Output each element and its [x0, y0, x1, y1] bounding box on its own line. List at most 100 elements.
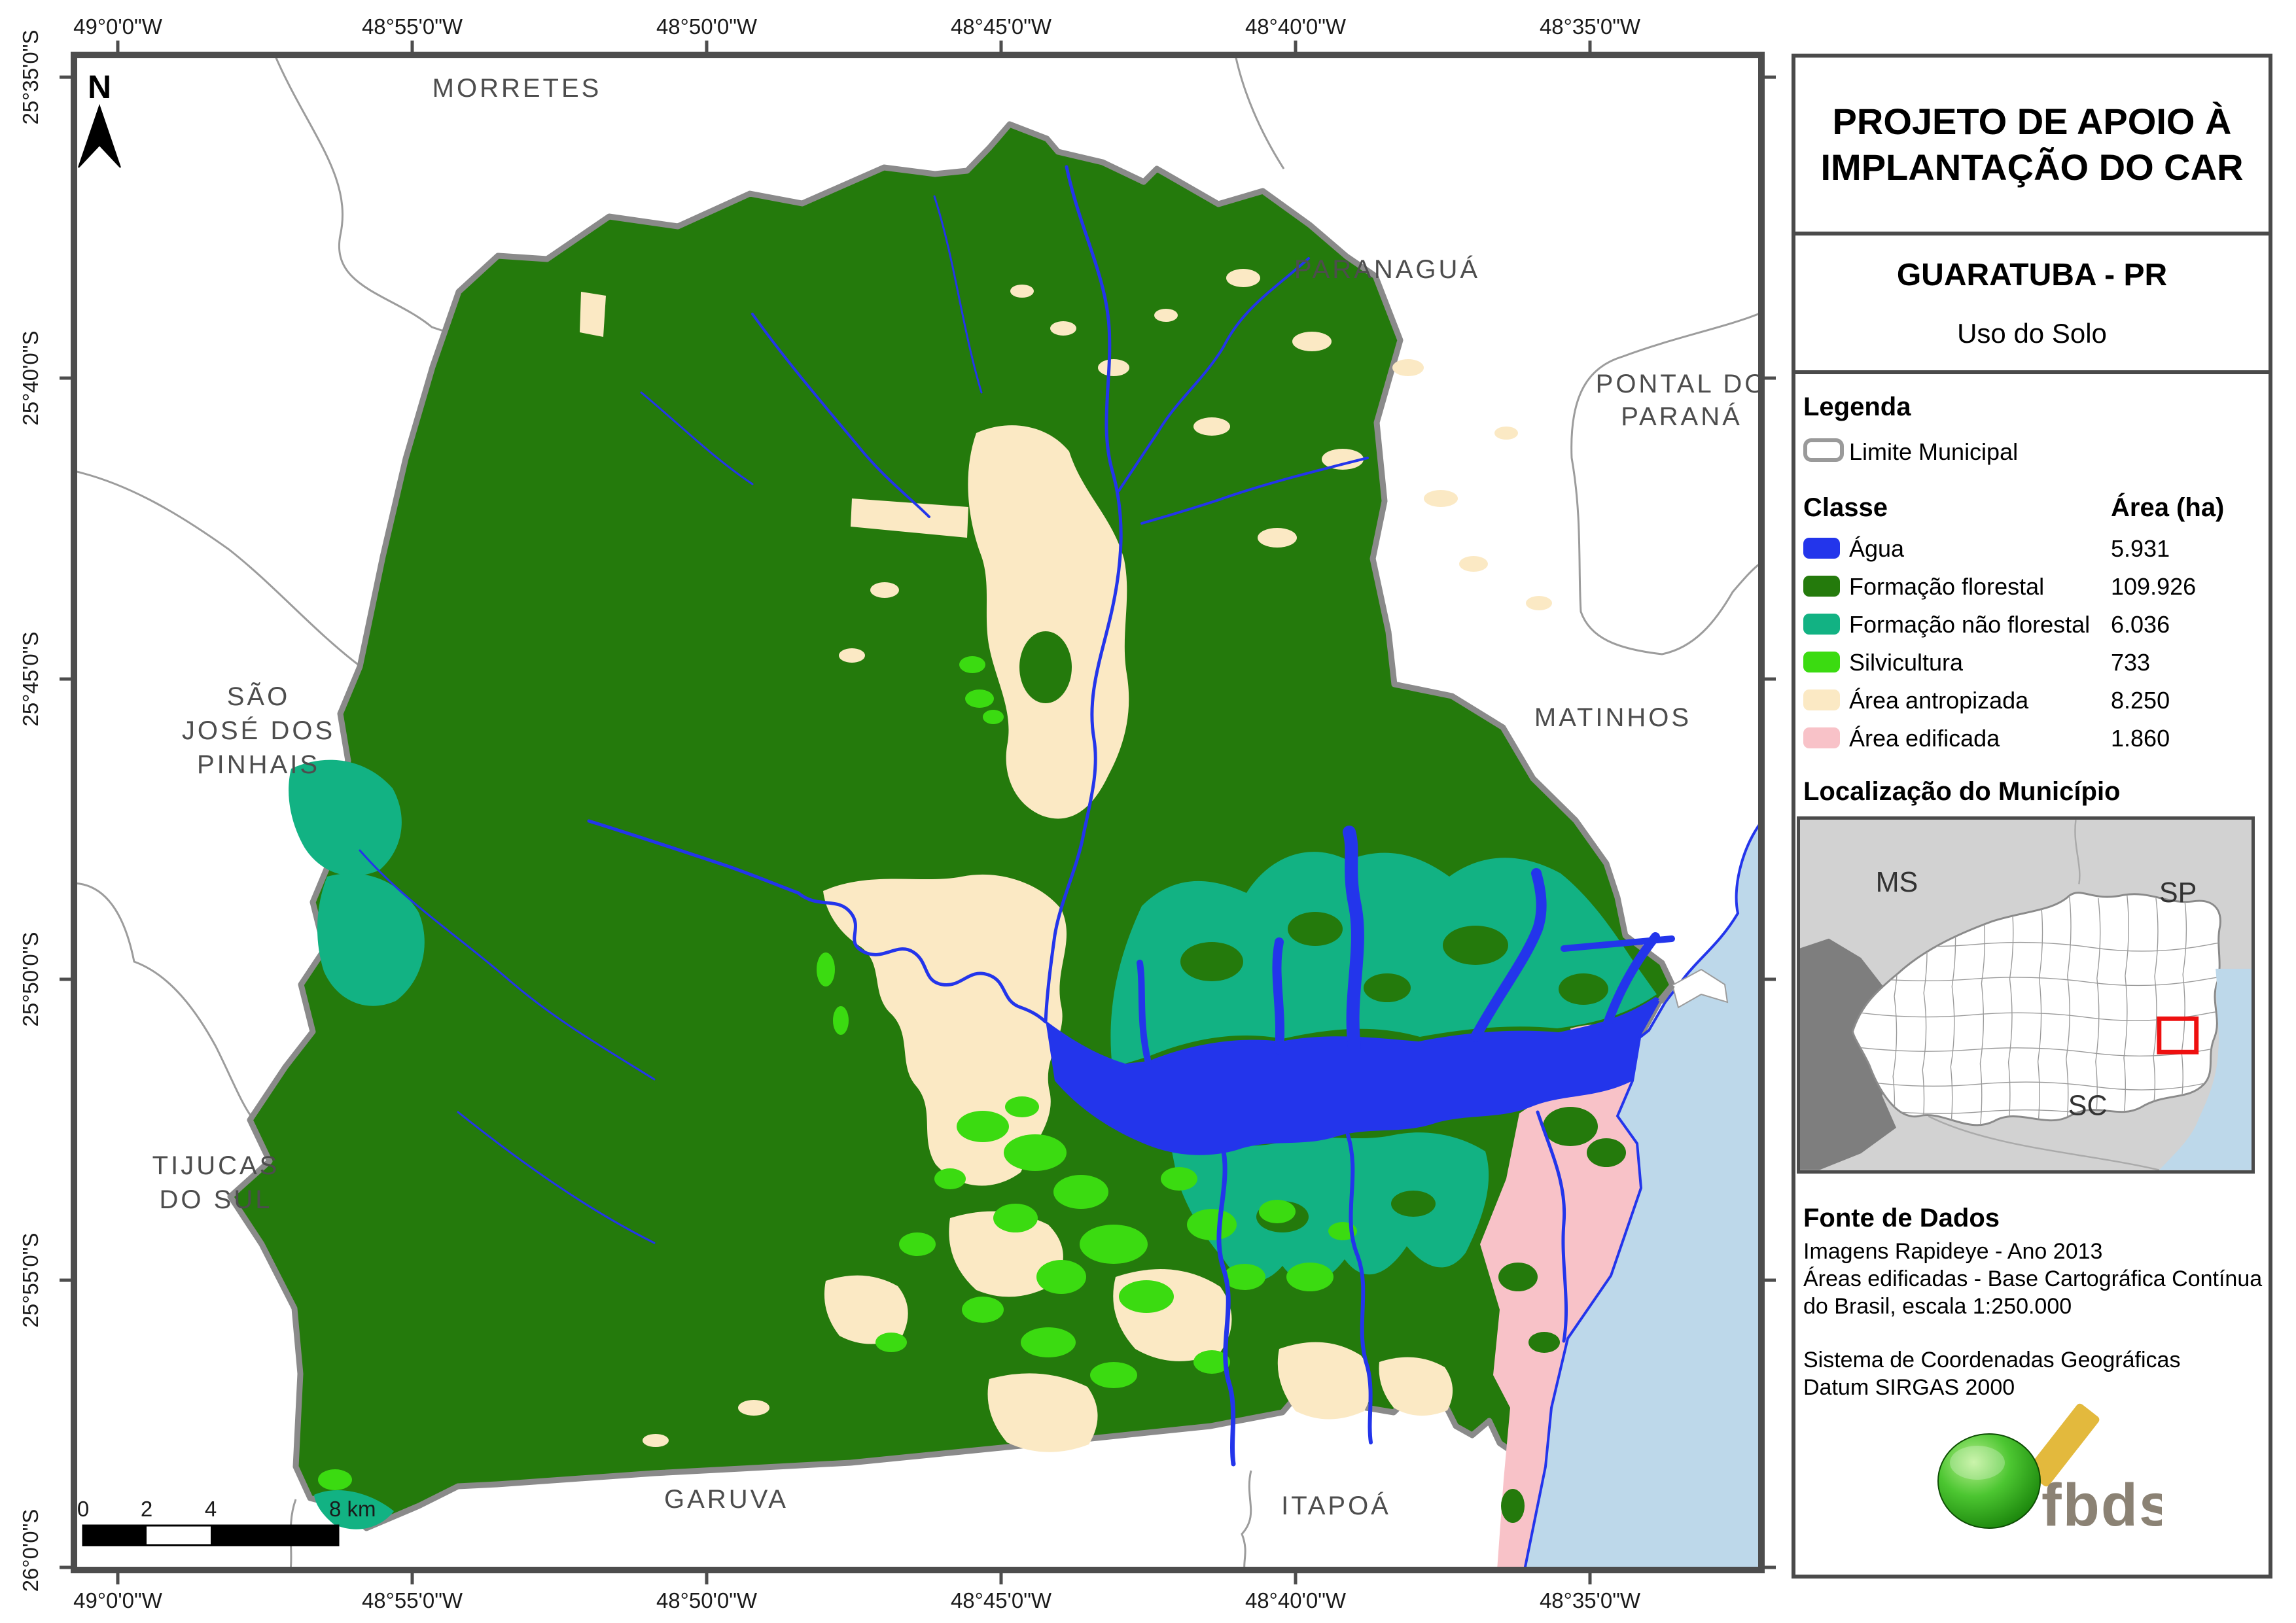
label-itapoa: ITAPOÁ — [1281, 1491, 1391, 1520]
neighbor-boundary-lines — [74, 55, 1761, 1570]
legend-col-class: Classe — [1803, 493, 1888, 522]
lon-label: 49°0'0"W — [73, 1588, 163, 1613]
forest-hole-in-cream — [1019, 631, 1072, 703]
lon-label: 48°40'0"W — [1245, 14, 1347, 39]
lon-label: 48°35'0"W — [1540, 14, 1641, 39]
legend-row-nao-florestal: Formação não florestal 6.036 — [1803, 611, 2261, 642]
lon-label: 49°0'0"W — [73, 14, 163, 39]
nao-florestal-swatch — [1803, 614, 1840, 635]
lon-label: 48°55'0"W — [362, 1588, 463, 1613]
antropizada-swatch — [1803, 689, 1840, 710]
municipal-limit-across-bay-mouth — [1658, 983, 1675, 1004]
lat-label: 25°35'0"S — [18, 30, 43, 125]
legend-row-florestal: Formação florestal 109.926 — [1803, 573, 2261, 604]
coastline — [1523, 820, 1761, 1570]
ocean — [1523, 820, 1761, 1570]
agua-swatch — [1803, 538, 1840, 559]
legend-heading: Legenda — [1803, 393, 1911, 421]
label-morretes: MORRETES — [433, 74, 602, 103]
scale-bar: 0 2 4 8 km — [77, 1497, 376, 1546]
nao-florestal-label: Formação não florestal — [1849, 611, 2091, 638]
legend-table-header: Classe Área (ha) — [1803, 493, 2261, 525]
legend-col-area: Área (ha) — [2111, 493, 2225, 522]
lon-label: 48°55'0"W — [362, 14, 463, 39]
longitude-labels-top: 49°0'0"W 48°55'0"W 48°50'0"W 48°45'0"W 4… — [73, 14, 1641, 39]
silvicultura-area: 733 — [2111, 649, 2151, 676]
north-arrow-icon — [78, 103, 121, 168]
antropizada-area: 8.250 — [2111, 687, 2170, 714]
legend-row-agua: Água 5.931 — [1803, 535, 2261, 567]
edificada-swatch — [1803, 727, 1840, 748]
source-heading: Fonte de Dados — [1803, 1204, 2000, 1232]
locator-label-sc: SC — [2068, 1090, 2108, 1121]
scale-8km: 8 km — [329, 1497, 376, 1521]
antropizada-label: Área antropizada — [1849, 687, 2029, 714]
label-tijucas-2: DO SUL — [160, 1185, 273, 1214]
project-title-line2: IMPLANTAÇÃO DO CAR — [1820, 147, 2244, 188]
logo-sphere — [1937, 1433, 2041, 1529]
lat-label: 25°45'0"S — [18, 632, 43, 727]
lon-label: 48°50'0"W — [656, 1588, 758, 1613]
florestal-label: Formação florestal — [1849, 573, 2045, 600]
crs-line-1: Sistema de Coordenadas Geográficas — [1803, 1348, 2181, 1372]
logo-text: fbds — [2041, 1472, 2162, 1537]
info-panel: PROJETO DE APOIO À IMPLANTAÇÃO DO CAR GU… — [1792, 54, 2272, 1579]
graticule-ticks — [60, 41, 1776, 1584]
municipality-name: GUARATUBA - PR — [1896, 257, 2168, 292]
agua-area: 5.931 — [2111, 535, 2170, 562]
municipal-limit-label: Limite Municipal — [1849, 438, 2019, 465]
scale-2: 2 — [141, 1497, 152, 1521]
lat-label: 26°0'0"S — [18, 1509, 43, 1592]
florestal-swatch — [1803, 576, 1840, 597]
fbds-logo-icon: fbds — [1937, 1403, 2172, 1539]
legend-row-antropizada: Área antropizada 8.250 — [1803, 687, 2261, 718]
lon-label: 48°35'0"W — [1540, 1588, 1641, 1613]
north-arrow-label: N — [88, 69, 111, 105]
lon-label: 48°45'0"W — [951, 1588, 1052, 1613]
project-title-line1: PROJETO DE APOIO À — [1832, 101, 2232, 142]
silvicultura-swatch — [1803, 652, 1840, 672]
municipal-limit-swatch — [1803, 438, 1844, 462]
crs-line-2: Datum SIRGAS 2000 — [1803, 1375, 2015, 1400]
label-sjp-1: SÃO — [227, 682, 290, 711]
caioba-peninsula — [1671, 968, 1729, 1009]
municipality-highlight-square — [2157, 1016, 2199, 1055]
silviculture-areas — [318, 656, 1357, 1490]
water-features — [359, 165, 1675, 1467]
nao-florestal-area: 6.036 — [2111, 611, 2170, 638]
locator-label-ms: MS — [1876, 867, 1918, 898]
silvicultura-label: Silvicultura — [1849, 649, 1964, 676]
label-paranagua: PARANAGUÁ — [1294, 254, 1480, 284]
label-tijucas-1: TIJUCAS — [152, 1151, 280, 1180]
locator-heading: Localização do Município — [1803, 777, 2121, 806]
label-pontal-2: PARANÁ — [1621, 402, 1742, 431]
fbds-logo: fbds — [1926, 1396, 2172, 1539]
map-subtitle-box: GUARATUBA - PR Uso do Solo — [1792, 232, 2272, 374]
map-frame — [71, 52, 1765, 1573]
project-title-box: PROJETO DE APOIO À IMPLANTAÇÃO DO CAR — [1792, 54, 2272, 236]
lon-label: 48°40'0"W — [1245, 1588, 1347, 1613]
legend-and-sources-box: Legenda Limite Municipal Classe Área (ha… — [1792, 370, 2272, 1579]
non-forest-areas — [289, 759, 1657, 1529]
north-arrow: N — [78, 69, 121, 168]
logo-bar — [2026, 1403, 2100, 1487]
legend-row-silvicultura: Silvicultura 733 — [1803, 649, 2261, 680]
municipality-mesh — [1856, 896, 2221, 1125]
locator-label-sp: SP — [2159, 877, 2197, 909]
map-layers — [74, 55, 1761, 1570]
lon-label: 48°50'0"W — [656, 14, 758, 39]
locator-map: MS SP SC — [1797, 816, 2255, 1174]
map-type: Uso do Solo — [1957, 317, 2107, 349]
legend-row-edificada: Área edificada 1.860 — [1803, 725, 2261, 756]
source-line-1: Imagens Rapideye - Ano 2013 — [1803, 1239, 2103, 1264]
state-border-lines — [1928, 820, 2160, 1171]
forest-islands — [1180, 912, 1608, 1232]
limit-legend-row: Limite Municipal — [1803, 437, 2261, 468]
locator-ocean — [2159, 968, 2252, 1170]
longitude-labels-bottom: 49°0'0"W 48°55'0"W 48°50'0"W 48°45'0"W 4… — [73, 1588, 1641, 1613]
lat-label: 25°40'0"S — [18, 331, 43, 426]
neighbor-labels: MORRETES PARANAGUÁ PONTAL DO PARANÁ SÃO … — [152, 74, 1765, 1520]
label-matinhos: MATINHOS — [1534, 703, 1691, 732]
